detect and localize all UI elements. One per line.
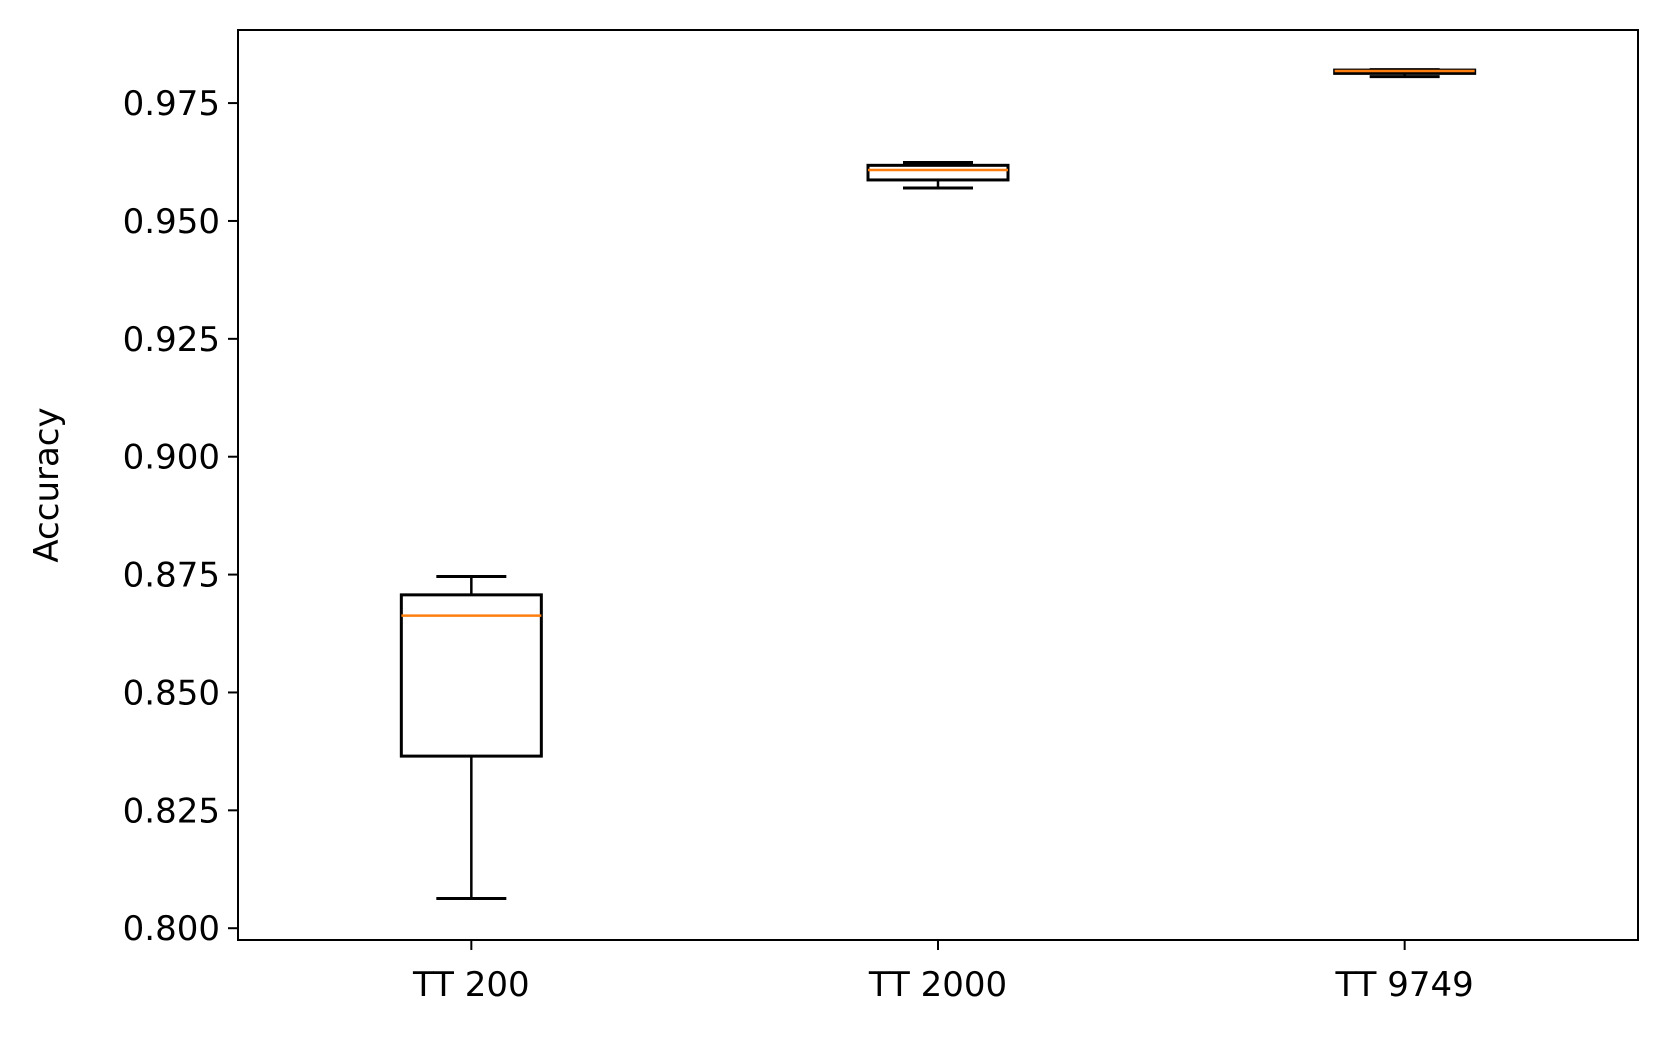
x-axis: TT 200 TT 2000 TT 9749 <box>412 940 1474 1005</box>
y-tick-label: 0.875 <box>123 556 220 596</box>
x-tick-label: TT 9749 <box>1335 965 1474 1005</box>
y-tick-label: 0.950 <box>123 202 220 242</box>
y-axis: 0.800 0.825 0.850 0.875 0.900 0.925 0.950 0.975 <box>123 84 238 949</box>
y-tick-label: 0.975 <box>123 84 220 124</box>
y-tick-label: 0.850 <box>123 673 220 713</box>
x-tick-label: TT 200 <box>412 965 530 1005</box>
box-group <box>399 68 1477 901</box>
y-tick-label: 0.900 <box>123 438 220 478</box>
x-tick-label: TT 2000 <box>868 965 1007 1005</box>
y-tick-label: 0.800 <box>123 909 220 949</box>
iqr-box <box>866 163 1010 182</box>
box-2 <box>866 160 1010 190</box>
iqr-box <box>399 593 543 758</box>
y-axis-label: Accuracy <box>27 407 67 562</box>
y-tick-label: 0.825 <box>123 791 220 831</box>
box-1 <box>399 574 543 901</box>
y-tick-label: 0.925 <box>123 320 220 360</box>
box-3 <box>1333 68 1477 79</box>
